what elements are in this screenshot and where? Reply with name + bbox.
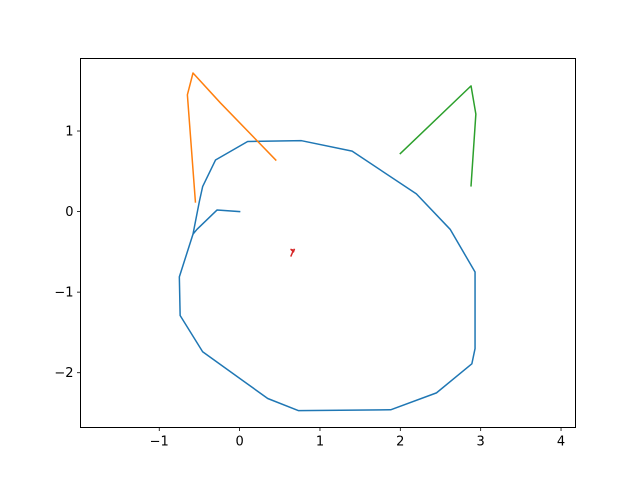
- x-tick-label-2: 0: [235, 435, 243, 450]
- x-tick-label-5: 3: [477, 435, 485, 450]
- plot-frame: [80, 58, 576, 428]
- y-tick-label-4: −2: [54, 366, 73, 381]
- series-line-4: [290, 248, 296, 257]
- series-line-1: [178, 139, 476, 412]
- x-tick-label-4: 2: [396, 435, 404, 450]
- y-tick-label-3: −1: [54, 286, 73, 301]
- x-axis: −1 0 1 2 3 4: [150, 427, 565, 450]
- y-axis: 1 0 −1 −2: [54, 125, 81, 381]
- series-line-2: [186, 72, 277, 203]
- series-lines: [178, 72, 477, 412]
- y-tick-label-2: 0: [65, 205, 73, 220]
- x-tick-label-6: 4: [557, 435, 565, 450]
- series-line-3: [399, 85, 477, 187]
- x-tick-label-1: −1: [150, 435, 169, 450]
- y-tick-label-1: 1: [65, 125, 73, 140]
- x-tick-label-3: 1: [316, 435, 324, 450]
